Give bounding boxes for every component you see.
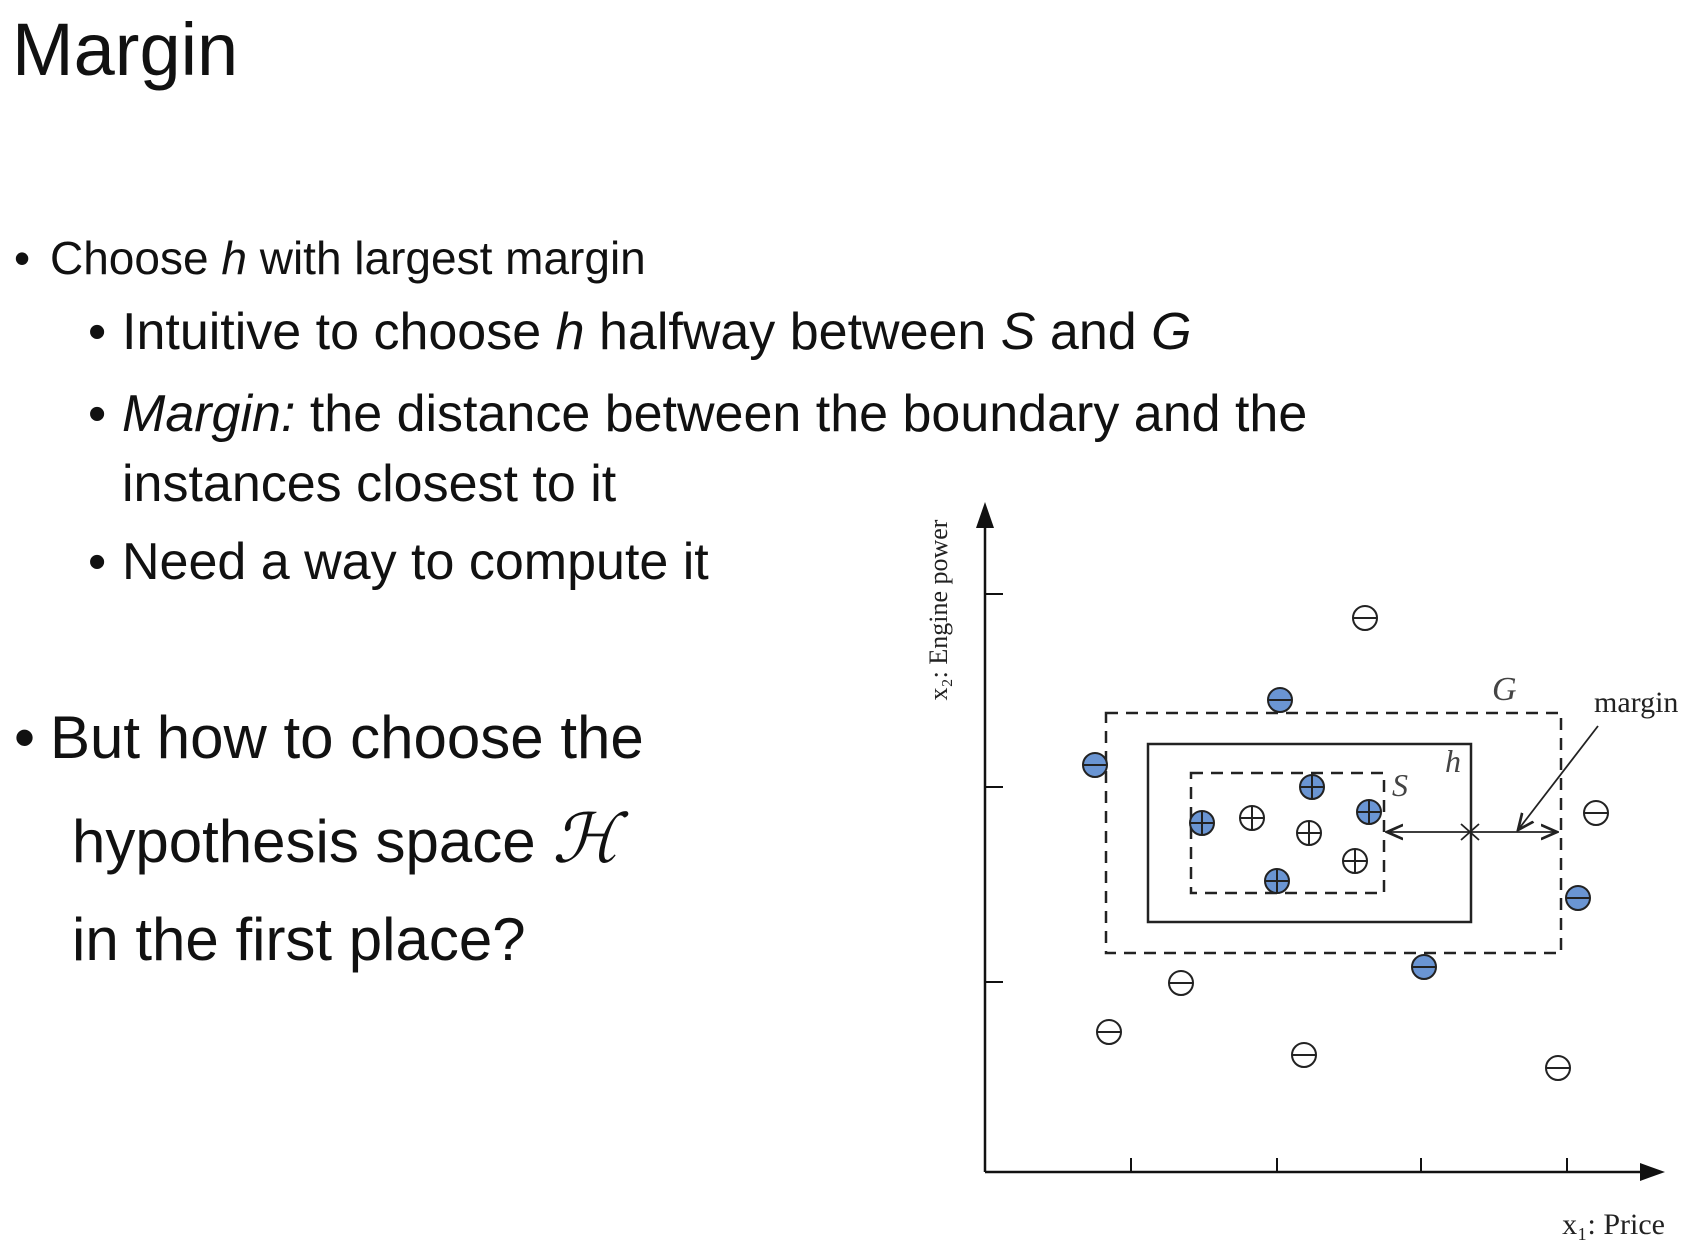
- label-G: G: [1492, 671, 1517, 708]
- sub-bullet-halfway: • Intuitive to choose h halfway between S…: [88, 303, 1192, 361]
- sub-bullet-margin-definition-cont: instances closest to it: [122, 455, 617, 513]
- label-h: h: [1445, 743, 1461, 779]
- y-axis-label: x₂: Engine power: [924, 519, 953, 700]
- bullet-hypothesis-space: • But how to choose the: [14, 704, 644, 771]
- label-margin: margin: [1594, 686, 1678, 719]
- sub-bullet-compute: • Need a way to compute it: [88, 533, 709, 591]
- bullet-choose-h: • Choose h with largest margin: [14, 232, 646, 284]
- rect-S: [1189, 771, 1386, 895]
- sub-bullet-margin-definition: • Margin: the distance between the bounda…: [88, 385, 1308, 443]
- data-points: [1082, 605, 1609, 1081]
- axes: [983, 525, 1640, 1174]
- axis-ticks: [985, 593, 1568, 1172]
- hypothesis-space-symbol: ℋ: [552, 800, 620, 879]
- slide-title: Margin: [12, 8, 239, 91]
- label-S: S: [1392, 767, 1408, 803]
- x-axis-arrowhead: [1640, 1163, 1665, 1181]
- bullet-hypothesis-space-line2: hypothesis space ℋ: [72, 800, 620, 879]
- y-axis-arrowhead: [976, 502, 994, 528]
- bullet-hypothesis-space-line3: in the first place?: [72, 906, 526, 973]
- x-axis-label: x₁: Price: [1562, 1208, 1665, 1241]
- rect-G: [1104, 711, 1563, 955]
- margin-arrows: [1387, 725, 1599, 841]
